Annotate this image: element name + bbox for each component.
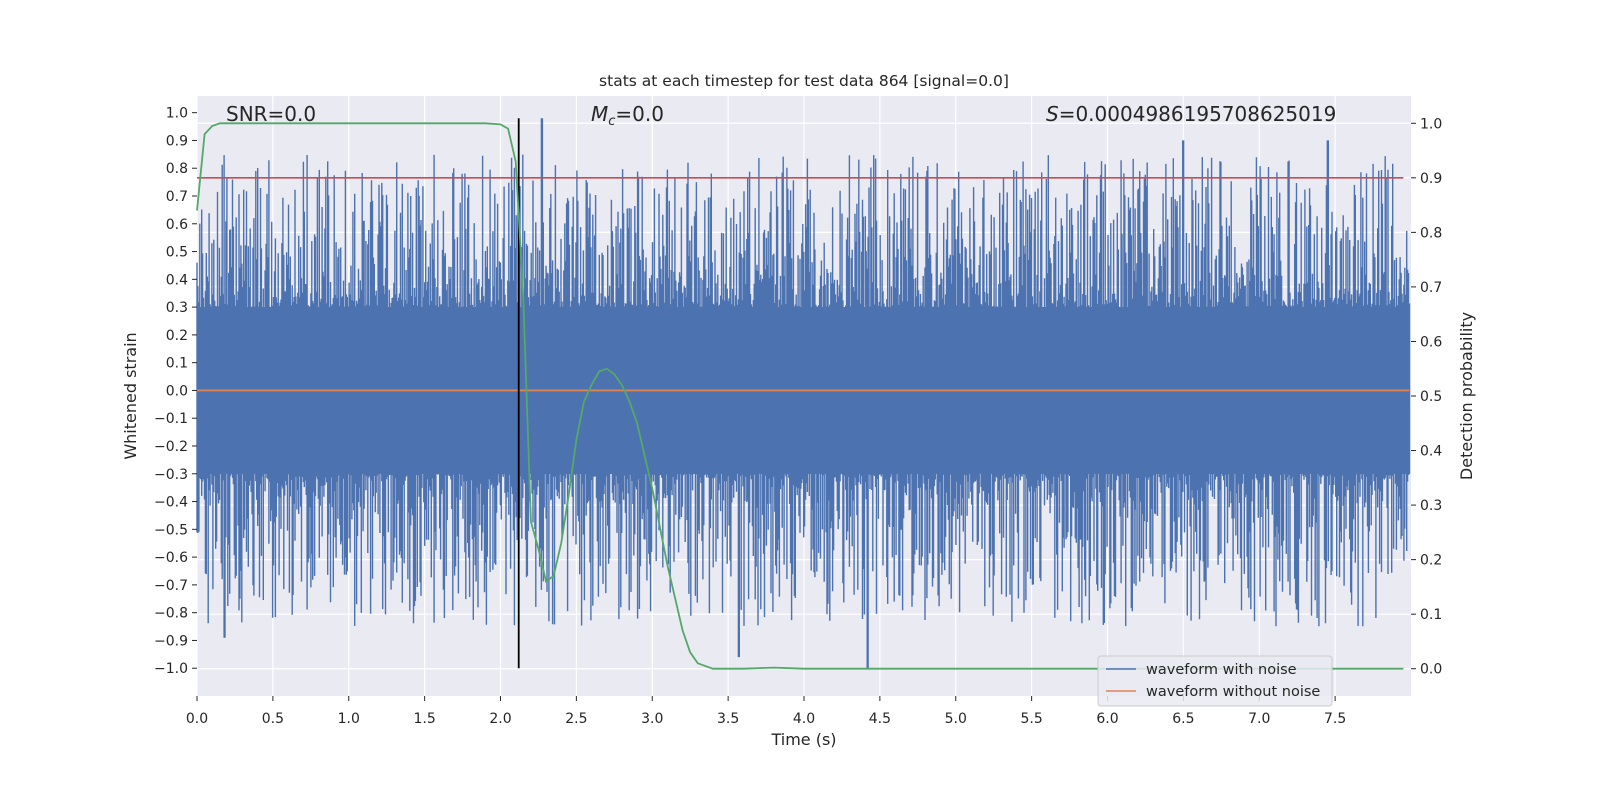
left-tick-label: 0.0 [166, 383, 188, 399]
left-tick-label: −0.5 [154, 522, 188, 538]
left-tick-label: 0.4 [166, 272, 188, 288]
right-tick-label: 0.7 [1420, 280, 1442, 296]
right-tick-label: 0.8 [1420, 225, 1442, 241]
left-tick-label: −0.8 [154, 606, 188, 622]
legend-label-clean: waveform without noise [1146, 684, 1320, 700]
left-tick-label: −0.1 [154, 411, 188, 427]
left-tick-label: 0.1 [166, 356, 188, 372]
left-tick-label: −0.7 [154, 578, 188, 594]
right-tick-label: 0.1 [1420, 607, 1442, 623]
x-tick-label: 0.0 [186, 711, 208, 727]
detection-probability-line [196, 122, 1404, 670]
left-axis-ticks: 1.0 0.9 0.8 0.7 0.6 0.5 0.4 0.3 0.2 0.1 0.0 −0.1 −0.… [154, 106, 197, 677]
right-tick-label: 0.2 [1420, 553, 1442, 569]
s-annotation: S=0.0004986195708625019 [1046, 102, 1336, 126]
x-tick-label: 4.5 [869, 711, 891, 727]
x-tick-label: 2.0 [489, 711, 511, 727]
left-tick-label: 0.6 [166, 217, 188, 233]
right-tick-label: 0.4 [1420, 444, 1442, 460]
left-tick-label: 0.8 [166, 161, 188, 177]
right-tick-label: 0.5 [1420, 389, 1442, 405]
right-axis-ticks: 1.0 0.9 0.8 0.7 0.6 0.5 0.4 0.3 0.2 0.1 0.0 [1411, 116, 1442, 678]
x-tick-label: 5.5 [1020, 711, 1042, 727]
chart-title: stats at each timestep for test data 864… [599, 72, 1009, 90]
left-tick-label: −0.4 [154, 495, 188, 511]
legend-box [1097, 655, 1333, 707]
mc-annotation: Mc=0.0 [591, 102, 664, 129]
left-axis-label: Whitened strain [121, 332, 140, 459]
series-layer [196, 118, 1410, 670]
x-tick-label: 1.0 [338, 711, 360, 727]
x-tick-label: 0.5 [262, 711, 284, 727]
left-tick-label: −0.2 [154, 439, 188, 455]
x-tick-label: 7.0 [1248, 711, 1270, 727]
x-tick-label: 6.0 [1096, 711, 1118, 727]
left-tick-label: 0.9 [166, 133, 188, 149]
x-tick-label: 4.0 [793, 711, 815, 727]
s-value: =0.0004986195708625019 [1059, 102, 1337, 126]
legend: waveform with noise waveform without noi… [1097, 655, 1333, 707]
right-tick-label: 0.3 [1420, 498, 1442, 514]
x-tick-label: 3.0 [641, 711, 663, 727]
right-tick-label: 0.6 [1420, 334, 1442, 350]
x-tick-label: 6.5 [1172, 711, 1194, 727]
x-tick-label: 2.5 [565, 711, 587, 727]
mc-subscript: c [608, 114, 615, 129]
x-tick-label: 3.5 [717, 711, 739, 727]
right-tick-label: 1.0 [1420, 116, 1442, 132]
legend-label-noise: waveform with noise [1146, 662, 1297, 678]
left-tick-label: 0.7 [166, 189, 188, 205]
left-tick-label: 0.5 [166, 245, 188, 261]
x-tick-label: 7.5 [1324, 711, 1346, 727]
x-axis-label: Time (s) [770, 730, 836, 749]
right-tick-label: 0.9 [1420, 171, 1442, 187]
left-tick-label: −0.6 [154, 550, 188, 566]
x-axis-ticks: 0.0 0.5 1.0 1.5 2.0 2.5 3.0 3.5 4.0 4.5 5.0 5.5 6.0 6… [186, 696, 1346, 727]
right-axis-label: Detection probability [1457, 312, 1476, 480]
left-tick-label: 1.0 [166, 106, 188, 122]
left-tick-label: −0.3 [154, 467, 188, 483]
left-tick-label: 0.2 [166, 328, 188, 344]
s-symbol: S [1046, 102, 1059, 126]
snr-annotation: SNR=0.0 [226, 102, 316, 126]
left-tick-label: 0.3 [166, 300, 188, 316]
left-tick-label: −1.0 [154, 661, 188, 677]
mc-value: =0.0 [615, 102, 664, 126]
x-tick-label: 1.5 [413, 711, 435, 727]
x-tick-label: 5.0 [945, 711, 967, 727]
mc-symbol: M [591, 102, 608, 126]
left-tick-label: −0.9 [154, 633, 188, 649]
right-tick-label: 0.0 [1420, 662, 1442, 678]
